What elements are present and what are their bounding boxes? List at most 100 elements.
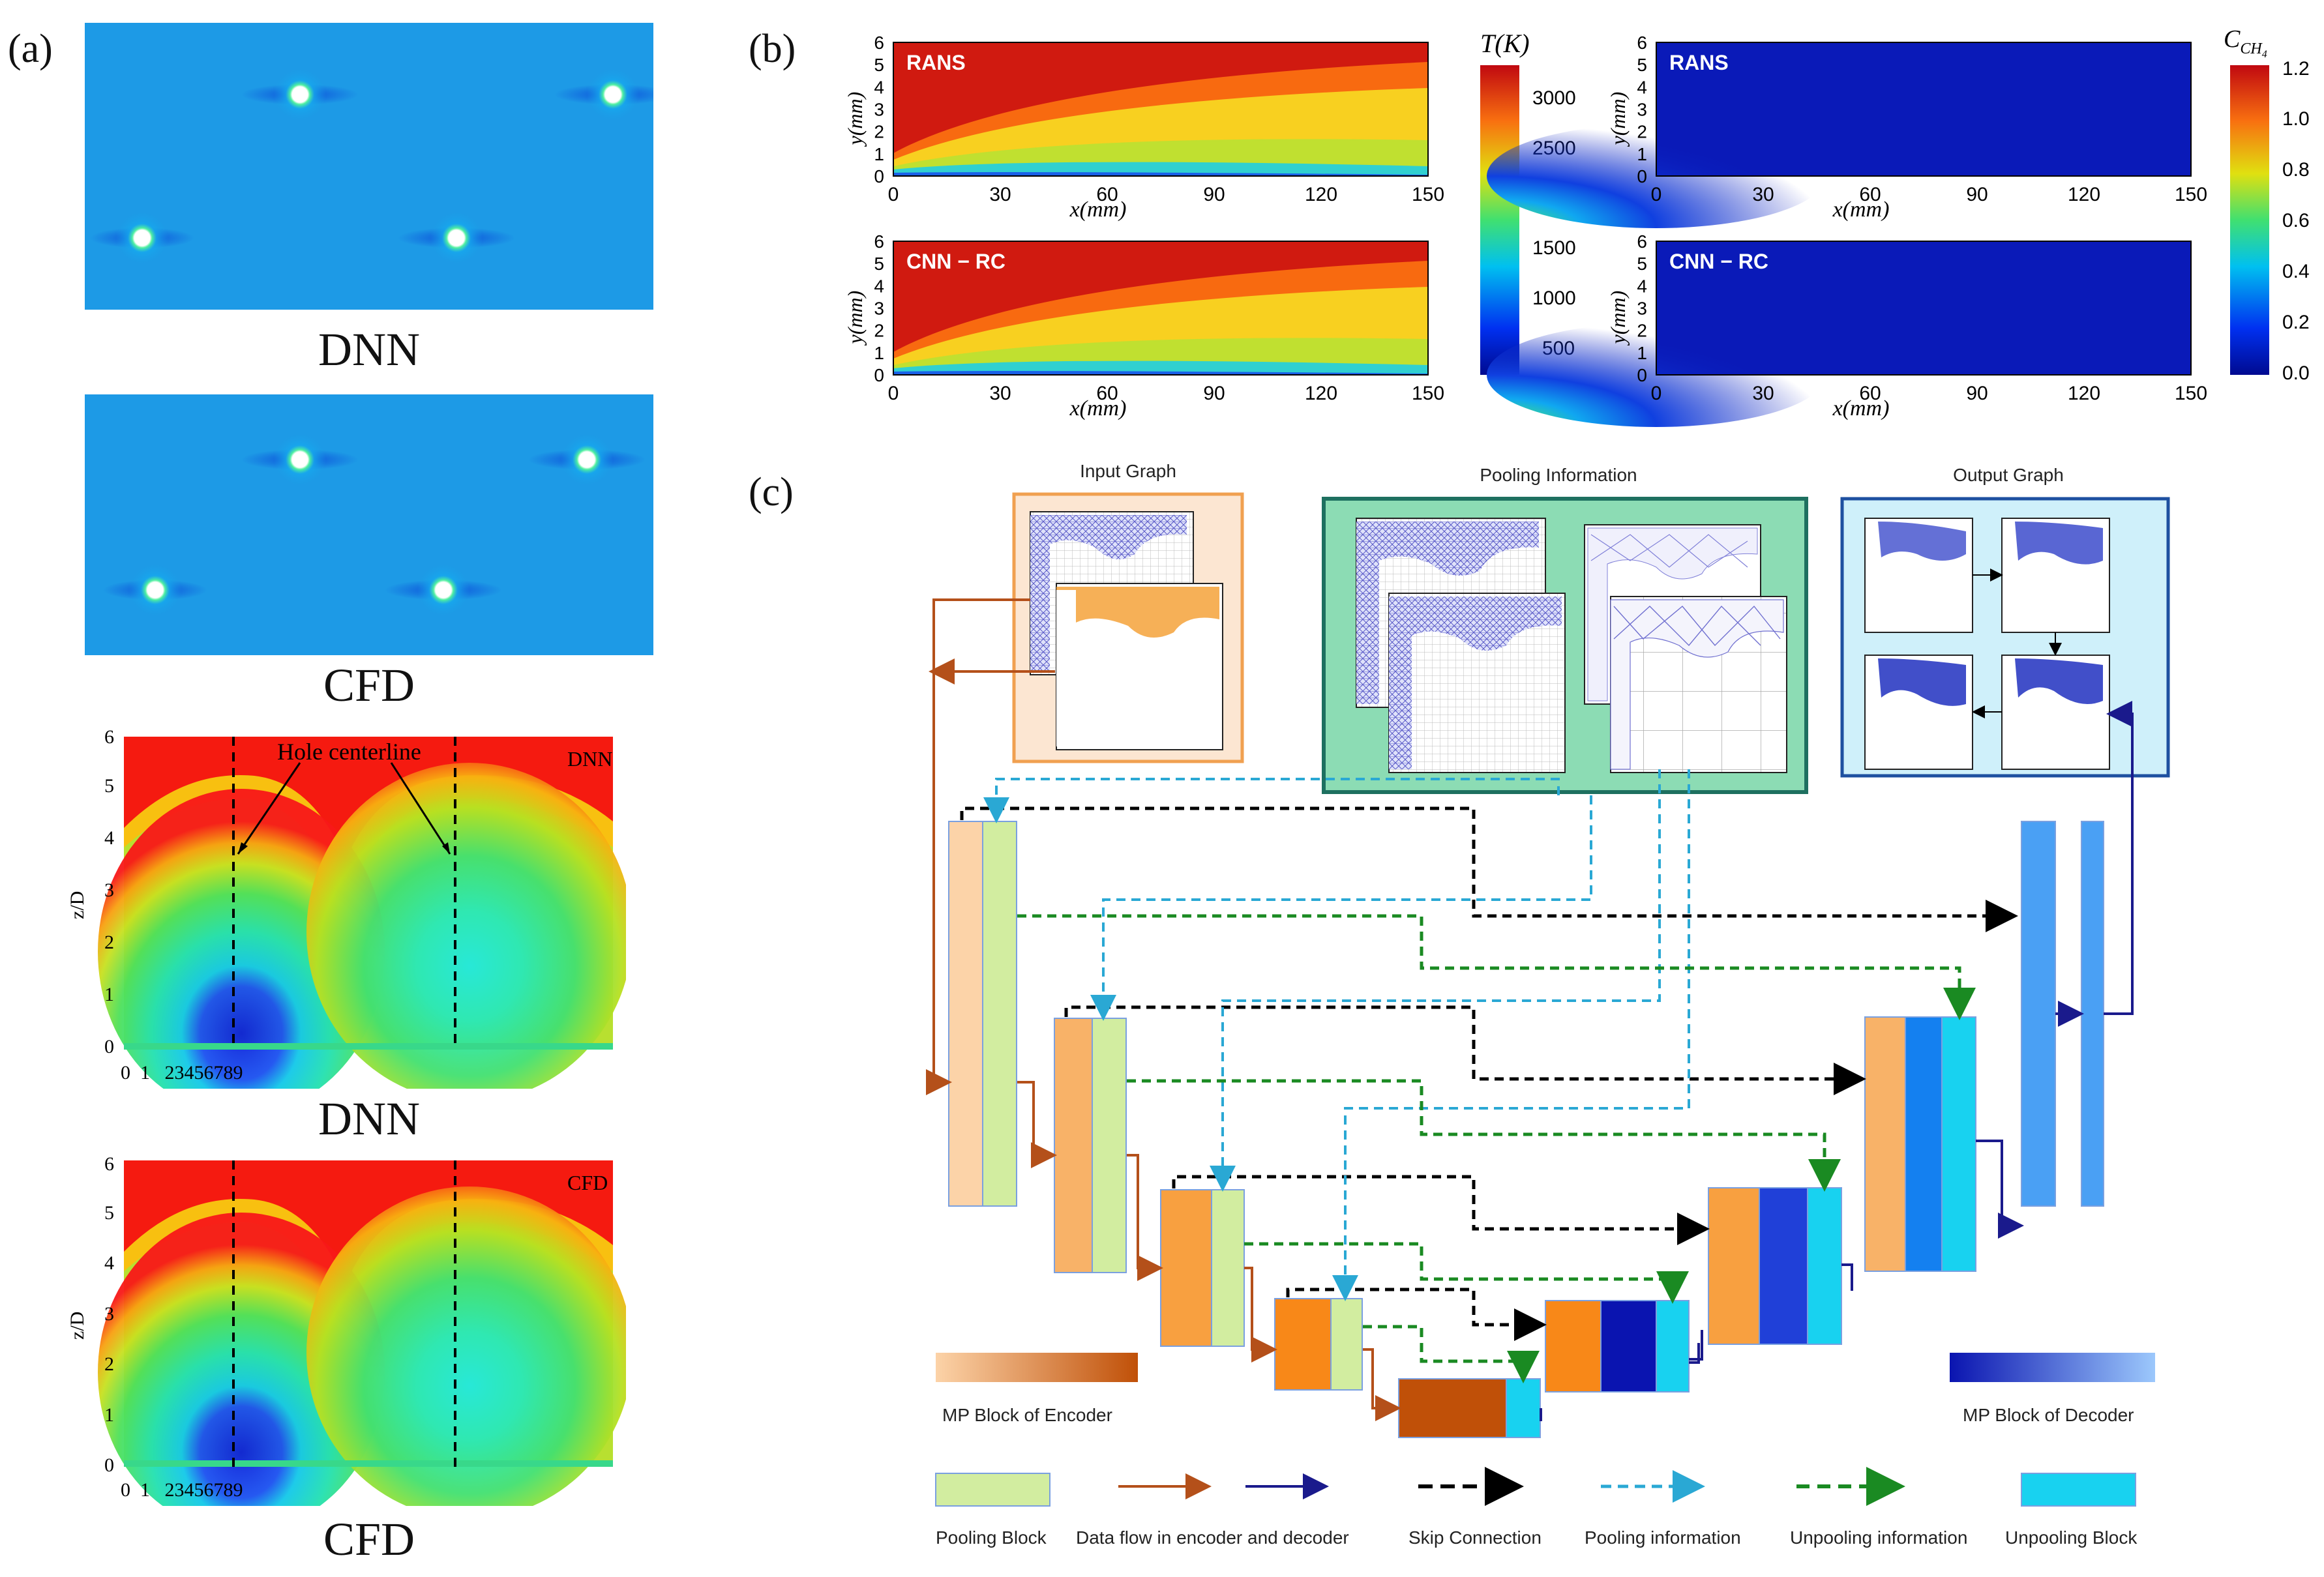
contour-tag-cfd: CFD (567, 1171, 608, 1194)
y-tick: 1 (104, 1404, 114, 1426)
y-tick: 0 (104, 1454, 114, 1476)
y-tick: 2 (874, 321, 884, 341)
cfd-surface-map (85, 394, 653, 655)
cbar-T-tick: 3000 (1532, 87, 1576, 109)
cbar-C-tick: 0.0 (2282, 362, 2310, 384)
hole-centerline-annotation: Hole centerline (277, 739, 421, 765)
ch4-colorbar (2230, 65, 2269, 375)
y-tick: 1 (874, 144, 884, 164)
temperature-colorbar (1480, 65, 1519, 375)
encoder-blocks (948, 821, 1541, 1438)
y-tick: 5 (874, 254, 884, 274)
x-tick: 60 (1096, 184, 1118, 205)
cbar-C-tick: 0.8 (2282, 159, 2310, 181)
x-tick: 120 (1305, 383, 1337, 404)
decoder-gradient-label: MP Block of Decoder (1963, 1405, 2134, 1425)
x-tick: 120 (1305, 184, 1337, 205)
y-tick: 5 (874, 55, 884, 75)
y-tick: 1 (874, 343, 884, 363)
x-tick: 60 (1096, 383, 1118, 404)
y-axis-label: z/D (67, 1312, 88, 1340)
cbar-T-title: T(K) (1480, 29, 1530, 58)
legend-unpooling-block-swatch (2021, 1473, 2136, 1507)
x-tick: 30 (989, 184, 1011, 205)
x-tick: 0 (1651, 383, 1662, 404)
y-tick: 5 (104, 1202, 114, 1224)
y-tick: 5 (1637, 55, 1647, 75)
output-graph-title: Output Graph (1953, 465, 2064, 485)
y-tick: 0 (1637, 166, 1647, 186)
y-tick: 2 (104, 1353, 114, 1375)
x-tick: 150 (2175, 184, 2207, 205)
decoder-data-flow (1540, 701, 2134, 1421)
y-tick: 2 (1637, 321, 1647, 341)
y-tick: 4 (1637, 276, 1647, 296)
cbar-T-tick: 1000 (1532, 287, 1576, 309)
y-tick: 3 (104, 879, 114, 901)
y-tick: 3 (874, 299, 884, 319)
x-tick: 0 (1651, 184, 1662, 205)
caption-cfd-top: CFD (323, 659, 415, 711)
caption-dnn-bottom: DNN (318, 1093, 420, 1145)
cbar-C-tick: 0.2 (2282, 312, 2310, 333)
y-tick: 2 (874, 122, 884, 142)
x-tick: 0 (888, 383, 899, 404)
panel-c-label: (c) (749, 470, 794, 514)
x-tick: 150 (1412, 383, 1444, 404)
caption-dnn-top: DNN (318, 323, 420, 376)
cbar-T-tick: 1500 (1532, 237, 1576, 259)
decoder-blocks (1545, 821, 2104, 1393)
legend: Pooling Block Data flow in encoder and d… (935, 1467, 2138, 1548)
plot-title-cnnrc-T: CNN − RC (906, 250, 1006, 273)
y-tick: 4 (1637, 77, 1647, 97)
legend-pooling-information: Pooling information (1585, 1527, 1741, 1548)
x-tick-labels: 0 1 23456789 (121, 1062, 243, 1083)
panel-b-fields: RANS CNN − RC T(K) 3000 2500 2000 1500 1… (843, 25, 2310, 427)
y-tick: 3 (874, 100, 884, 120)
x-axis-label: x(mm) (1832, 396, 1890, 420)
x-tick: 30 (989, 383, 1011, 404)
x-tick: 60 (1859, 184, 1881, 205)
cbar-C-tick: 1.2 (2282, 58, 2310, 80)
encoder-gradient-label: MP Block of Encoder (942, 1405, 1112, 1425)
y-axis-label: z/D (67, 891, 88, 919)
y-tick: 6 (874, 33, 884, 53)
dnn-surface-map (85, 23, 653, 310)
y-tick: 2 (104, 932, 114, 953)
y-tick: 3 (1637, 100, 1647, 120)
legend-pooling-block-swatch (935, 1473, 1050, 1507)
y-tick: 6 (104, 726, 114, 748)
y-axis-label: y(mm) (843, 92, 867, 147)
contour-plot-dnn: Hole centerline DNN 0 1 2 3 4 5 6 0 1 23… (67, 726, 626, 1089)
plot-frame (1656, 241, 2192, 376)
x-tick: 60 (1859, 383, 1881, 404)
y-tick: 6 (874, 231, 884, 252)
y-tick: 0 (1637, 365, 1647, 385)
legend-unpooling-information: Unpooling information (1790, 1527, 1967, 1548)
skip-connections (960, 806, 2018, 1341)
x-tick: 90 (1966, 184, 1988, 205)
cbar-C-title: CCH4 (2224, 25, 2267, 60)
cbar-C-tick: 1.0 (2282, 108, 2310, 130)
legend-unpooling-block: Unpooling Block (2005, 1527, 2138, 1548)
encoder-data-flow (926, 598, 1401, 1421)
y-axis-label: y(mm) (1606, 291, 1630, 346)
unpooling-information-lines (1017, 914, 1976, 1383)
panel-a-label: (a) (8, 27, 53, 71)
pooling-information-lines (983, 769, 1690, 1301)
x-tick: 0 (888, 184, 899, 205)
y-tick: 3 (1637, 299, 1647, 319)
y-tick: 4 (104, 827, 114, 849)
x-axis-label: x(mm) (1069, 198, 1127, 222)
output-thumbnails (1864, 518, 2110, 770)
plot-title-rans-T: RANS (906, 51, 966, 74)
x-tick: 30 (1752, 383, 1774, 404)
legend-skip-connection: Skip Connection (1408, 1527, 1542, 1548)
panel-b-label: (b) (749, 27, 796, 71)
legend-data-flow: Data flow in encoder and decoder (1076, 1527, 1349, 1548)
y-tick: 1 (1637, 343, 1647, 363)
plot-title-cnnrc-C: CNN − RC (1669, 250, 1768, 273)
y-axis-label: y(mm) (843, 291, 867, 346)
x-axis-label: x(mm) (1832, 198, 1890, 222)
